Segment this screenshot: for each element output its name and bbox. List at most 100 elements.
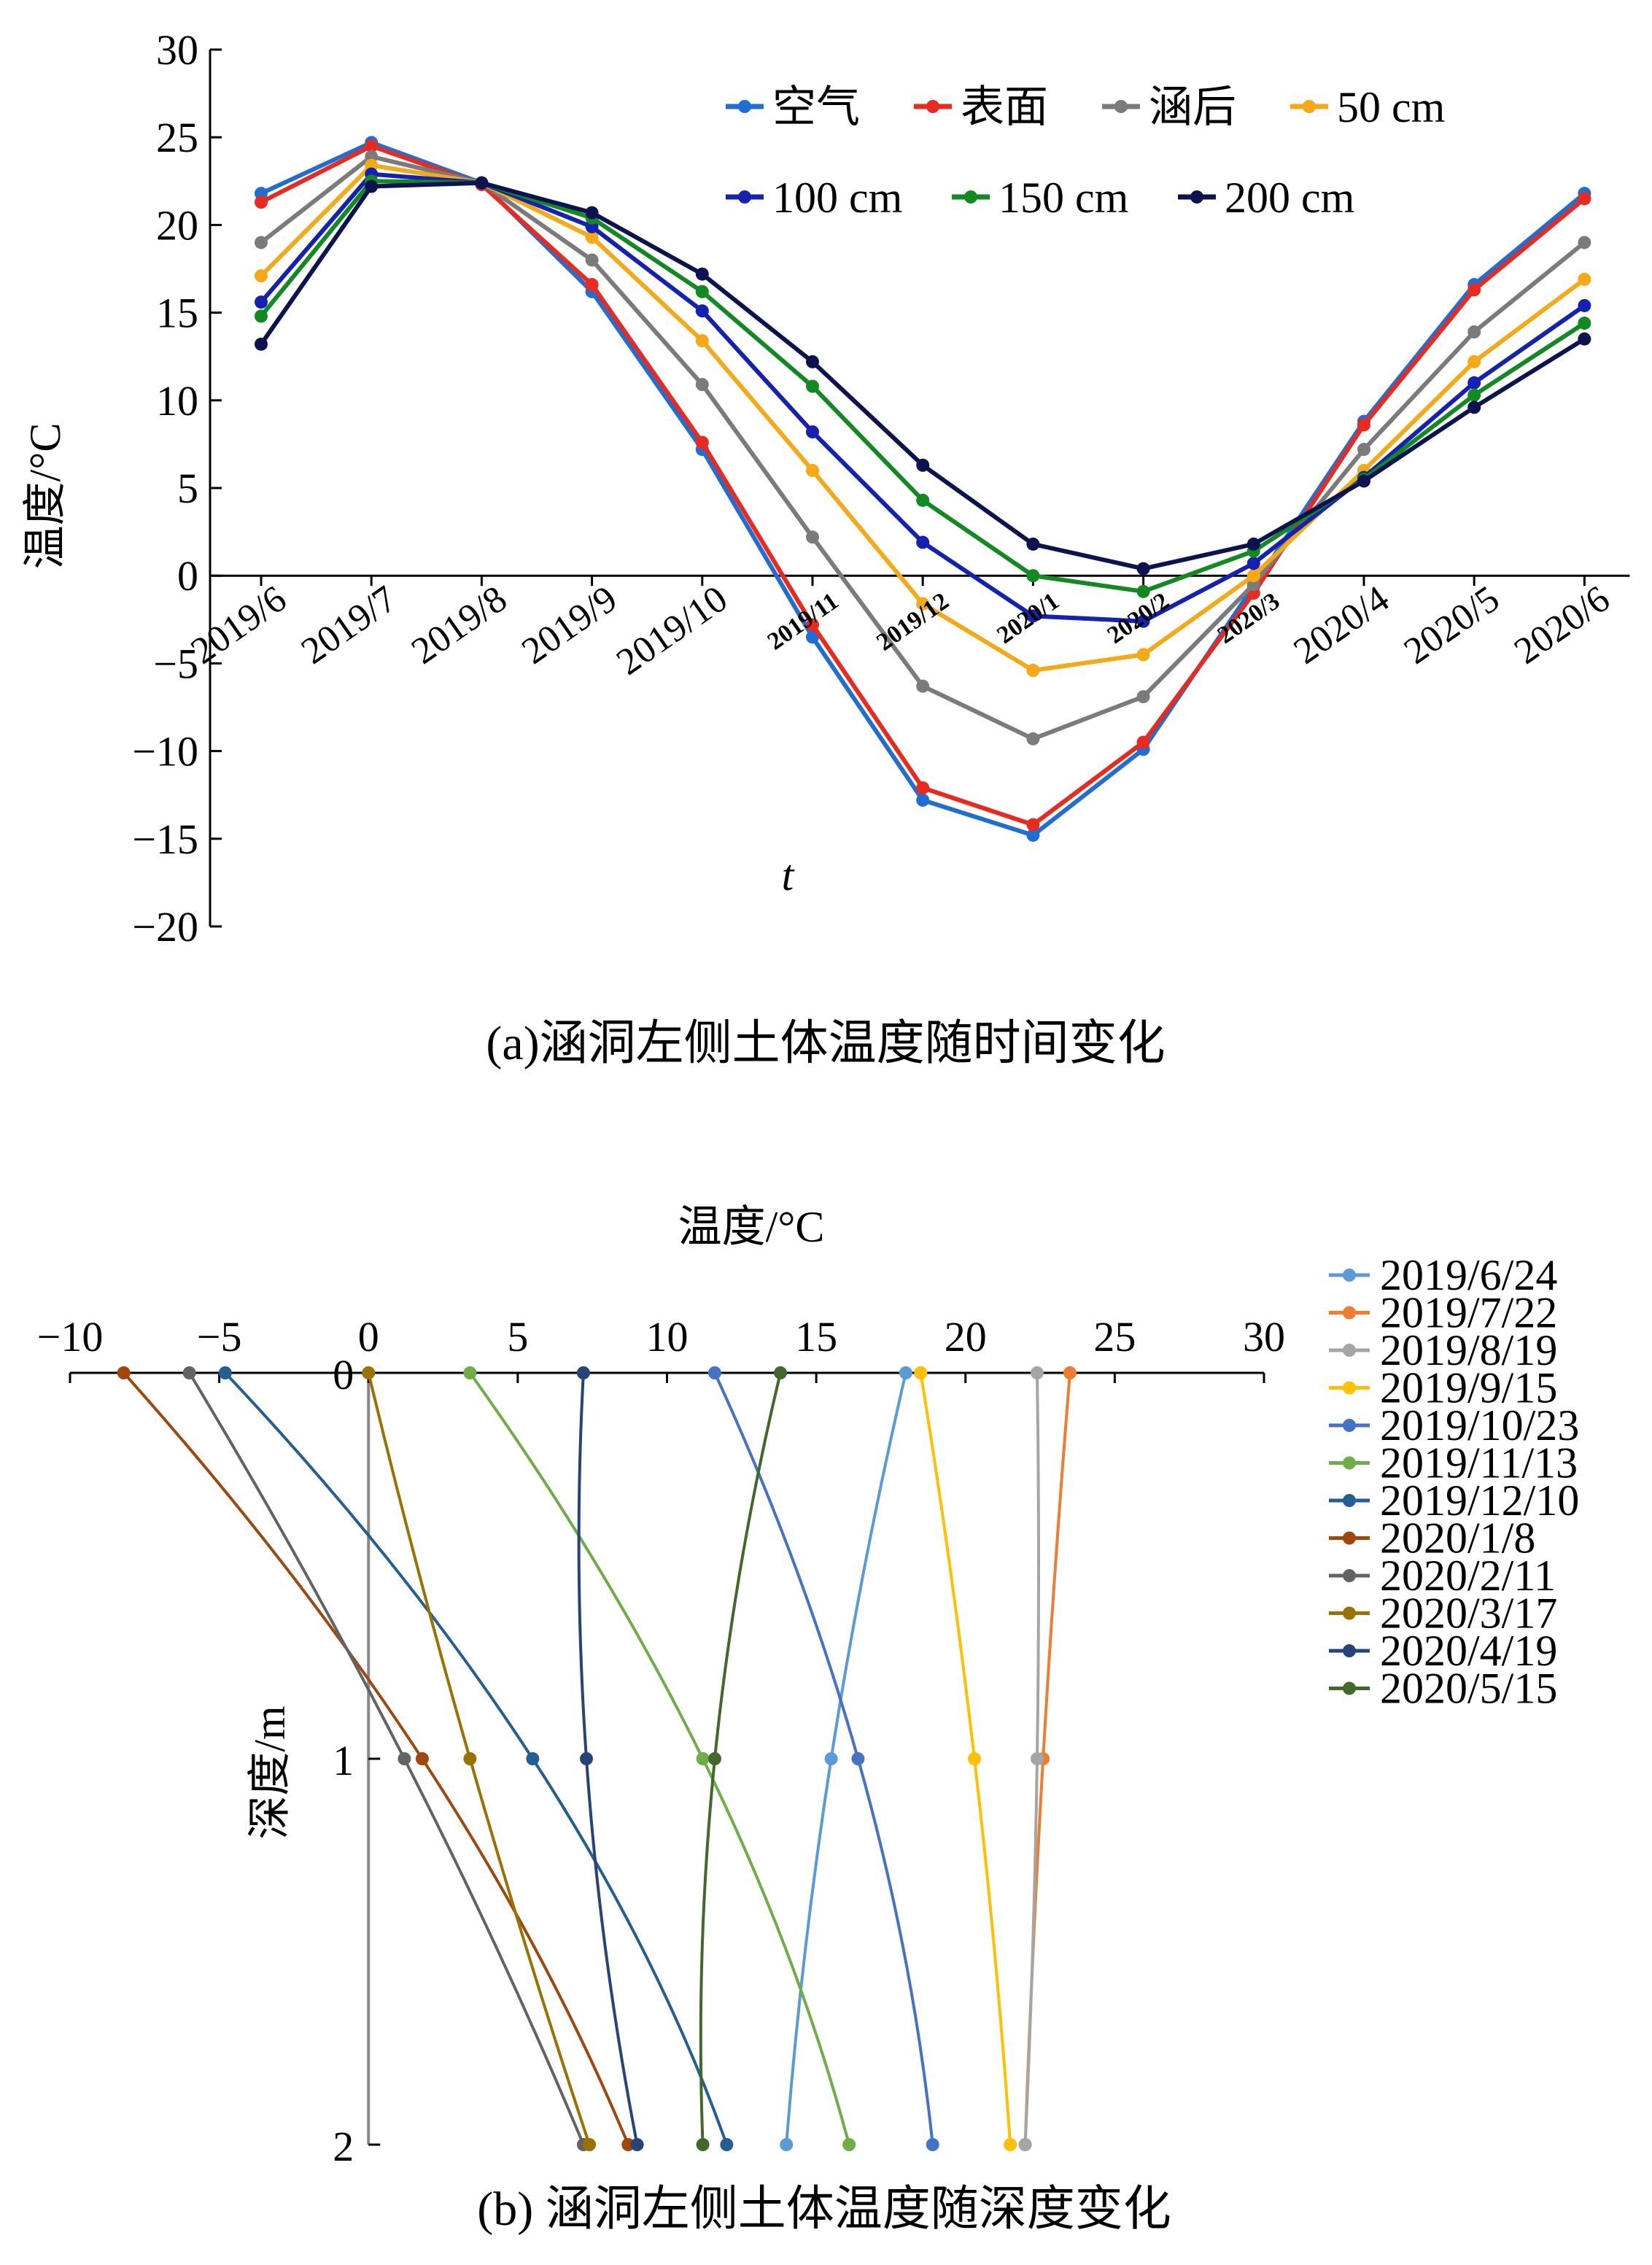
chart-b-point-2019-12-10: [218, 1366, 232, 1379]
chart-a-y-tick-label: 0: [177, 552, 198, 600]
chart-a-y-tick-label: 20: [156, 201, 198, 249]
chart-b-legend-label: 2020/1/8: [1380, 1514, 1535, 1563]
chart-a-point-200-cm: [475, 176, 489, 190]
chart-a-x-tick-label: 2019/12: [872, 587, 954, 656]
chart-a-point-50-cm: [255, 269, 268, 283]
chart-b-y-axis-label: 深度/m: [246, 1705, 294, 1839]
chart-b-legend-label: 2019/9/15: [1380, 1364, 1557, 1412]
chart-a-point-150-cm: [1578, 317, 1591, 330]
chart-b-point-2020-4-19: [576, 1366, 590, 1379]
chart-b-legend-marker: [1343, 1381, 1356, 1395]
chart-a-x-tick-label: 2019/10: [609, 578, 734, 683]
chart-b-x-tick-label: 25: [1093, 1313, 1136, 1360]
chart-b-point-2019-10-23: [707, 1366, 721, 1379]
chart-b-x-tick-label: 20: [945, 1313, 987, 1360]
chart-b-x-tick-label: −10: [37, 1313, 104, 1360]
chart-b-legend-label: 2020/4/19: [1380, 1627, 1557, 1675]
chart-a-y-axis-label: 温度/°C: [21, 423, 69, 570]
chart-b-y-tick-labels: 0 1 2: [333, 1351, 354, 2170]
chart-b-point-2019-11-13: [842, 2138, 856, 2151]
chart-b-legend-marker: [1343, 1644, 1356, 1657]
chart-a-point-50-cm: [695, 334, 709, 348]
chart-b-point-2020-4-19: [630, 2138, 644, 2151]
chart-a-point-100-cm: [1578, 298, 1591, 312]
chart-a-x-axis-label: t: [782, 851, 795, 899]
chart-b-series-line-2019-9-15: [919, 1372, 1012, 2145]
chart-a-point-200-cm: [1357, 474, 1370, 488]
chart-a-point-150-cm: [1026, 569, 1040, 583]
chart-a-point-series: [1467, 283, 1481, 297]
chart-a-legend: 空气 表面 涵后 50 cm 100 cm 150 cm 200 cm: [726, 83, 1445, 222]
chart-b-point-2019-11-13: [696, 1752, 710, 1765]
chart-a-y-tick-label: 30: [156, 26, 198, 74]
chart-a-point-50-cm: [1467, 355, 1481, 368]
chart-a-point-150-cm: [1136, 584, 1150, 598]
chart-a-point-100-cm: [806, 425, 819, 439]
chart-b-point-2020-3-17: [463, 1752, 477, 1765]
chart-b-legend-label: 2019/11/13: [1380, 1439, 1578, 1487]
chart-b-point-2019-7-22: [1063, 1366, 1077, 1379]
chart-a-point-150-cm: [255, 309, 268, 323]
chart-a-legend-label: 100 cm: [772, 174, 902, 222]
chart-a-legend-label: 空气: [772, 83, 860, 131]
chart-b-point-2019-8-19: [1018, 2138, 1032, 2151]
chart-b: −10 −5 0 5 10 15 20 25 30 0 1 2 2019/6/242019/7/22…: [37, 1203, 1580, 2236]
chart-a-legend-marker: [1190, 190, 1203, 204]
chart-b-point-2020-2-11: [398, 1752, 411, 1765]
chart-a-point-200-cm: [806, 355, 819, 368]
chart-b-x-axis-label: 温度/°C: [678, 1203, 825, 1251]
chart-a-point-150-cm: [916, 493, 930, 507]
chart-b-point-2019-12-10: [526, 1752, 540, 1765]
chart-a-point-series: [916, 781, 930, 795]
chart-b-x-tick-label: −5: [197, 1313, 242, 1360]
chart-a-y-tick-label: 25: [156, 114, 198, 161]
chart-b-point-2020-5-15: [707, 1752, 721, 1765]
chart-a-legend-label: 涵后: [1149, 83, 1236, 131]
chart-a-point-series: [806, 530, 819, 544]
chart-b-point-2019-9-15: [1004, 2138, 1017, 2151]
chart-a-x-tick-label: 2020/6: [1507, 578, 1617, 673]
chart-b-point-2019-11-13: [463, 1366, 477, 1379]
chart-a-series-line-150-cm: [259, 179, 1586, 594]
chart-a-y-tick-label: −5: [153, 640, 198, 687]
chart-b-caption: (b) 涵洞左侧土体温度随深度变化: [477, 2183, 1171, 2236]
chart-a-point-100-cm: [695, 304, 709, 318]
chart-a-x-tick-label: 2019/11: [763, 587, 844, 655]
chart-b-point-2020-3-17: [362, 1366, 376, 1379]
chart-b-legend: 2019/6/242019/7/222019/8/192019/9/152019…: [1329, 1251, 1579, 1713]
chart-a-legend-label: 200 cm: [1225, 174, 1354, 222]
chart-a-point-50-cm: [1246, 569, 1260, 583]
chart-a-point-series: [1026, 818, 1040, 832]
chart-b-point-2019-10-23: [851, 1752, 865, 1765]
chart-a-point-200-cm: [585, 206, 599, 220]
chart-a-point-200-cm: [1578, 332, 1591, 346]
chart-a-y-tick-label: 5: [177, 465, 198, 512]
chart-a-point-series: [1467, 325, 1481, 339]
chart-a-legend-label: 150 cm: [998, 174, 1128, 222]
chart-a-legend-label: 50 cm: [1337, 83, 1445, 131]
chart-a-point-series: [585, 253, 599, 267]
chart-a-point-series: [695, 378, 709, 392]
chart-b-point-2020-2-11: [182, 1366, 196, 1379]
chart-b-legend-marker: [1343, 1419, 1356, 1432]
chart-b-point-2020-1-8: [415, 1752, 429, 1765]
chart-b-point-2019-9-15: [968, 1752, 982, 1765]
chart-b-legend-marker: [1343, 1531, 1356, 1545]
chart-a-point-series: [1136, 735, 1150, 749]
chart-a-point-50-cm: [916, 597, 930, 611]
chart-b-point-2020-5-15: [696, 2138, 710, 2151]
chart-a-point-series: [255, 236, 268, 249]
chart-b-legend-label: 2020/5/15: [1380, 1665, 1557, 1713]
chart-b-point-2019-9-15: [914, 1366, 928, 1379]
chart-a-y-tick-labels: 30 25 20 15 10 5 0 −5 −10 −15 −20: [132, 26, 198, 950]
chart-b-point-2019-8-19: [1030, 1366, 1044, 1379]
chart-a-x-tick-label: 2019/6: [184, 578, 294, 673]
chart-a-y-tick-label: 15: [156, 290, 198, 337]
chart-a-point-series: [1357, 418, 1370, 432]
chart-b-legend-label: 2019/8/19: [1380, 1326, 1557, 1374]
chart-a-point-150-cm: [695, 284, 709, 298]
chart-b-point-2020-4-19: [580, 1752, 594, 1765]
chart-b-point-2019-6-24: [899, 1366, 912, 1379]
chart-a-point-200-cm: [1467, 400, 1481, 414]
chart-b-legend-label: 2019/7/22: [1380, 1289, 1557, 1337]
